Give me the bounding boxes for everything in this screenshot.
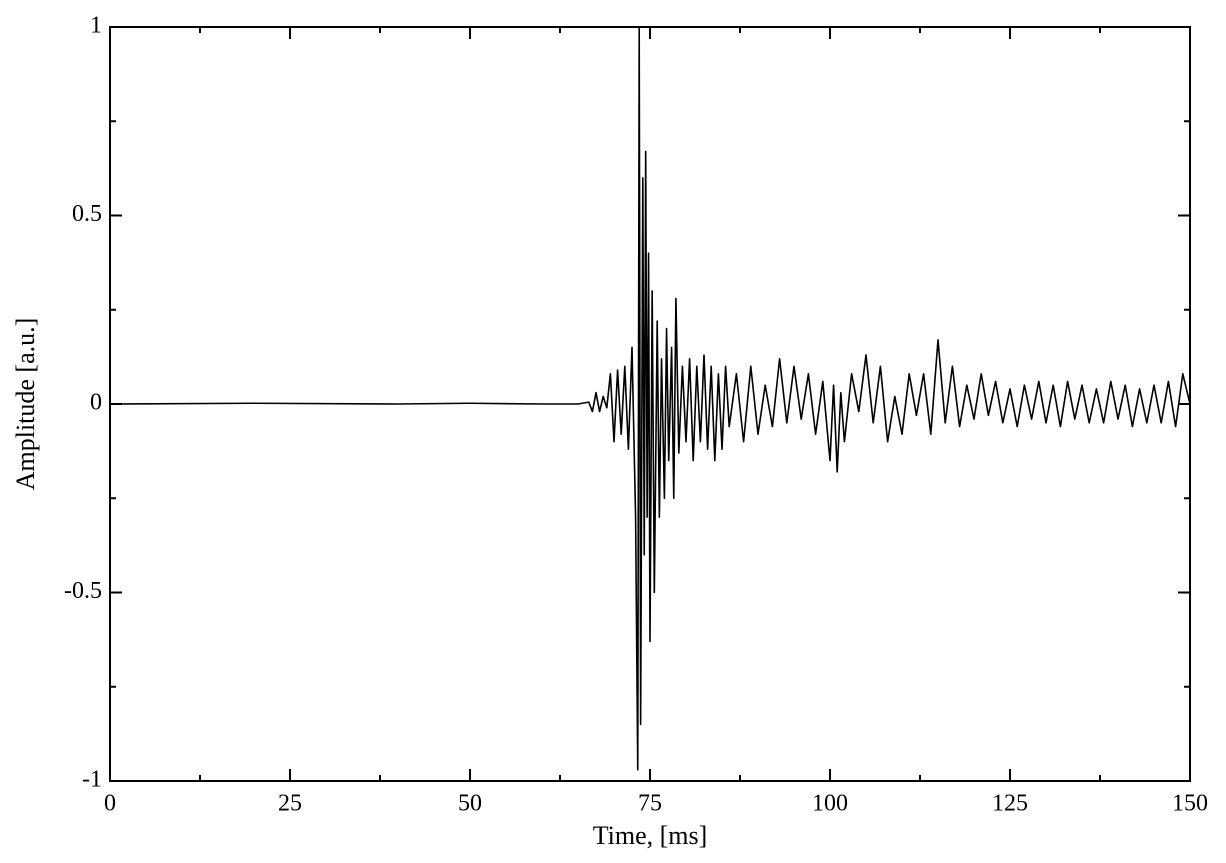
y-tick-label: 0.5 [72, 201, 102, 227]
x-axis-label: Time, [ms] [593, 821, 708, 850]
x-tick-label: 125 [992, 791, 1028, 817]
y-tick-label: 0 [90, 390, 102, 416]
y-tick-label: -0.5 [64, 578, 102, 604]
signal-line [109, 26, 1191, 771]
x-tick-label: 50 [458, 791, 482, 817]
x-tick-label: 0 [104, 791, 116, 817]
y-tick-label: -1 [82, 767, 102, 793]
y-tick-label: 1 [90, 13, 102, 39]
x-tick-label: 100 [812, 791, 848, 817]
x-tick-label: 75 [638, 791, 662, 817]
x-tick-label: 150 [1172, 791, 1208, 817]
y-axis-label: Amplitude [a.u.] [11, 318, 40, 491]
x-tick-label: 25 [278, 791, 302, 817]
